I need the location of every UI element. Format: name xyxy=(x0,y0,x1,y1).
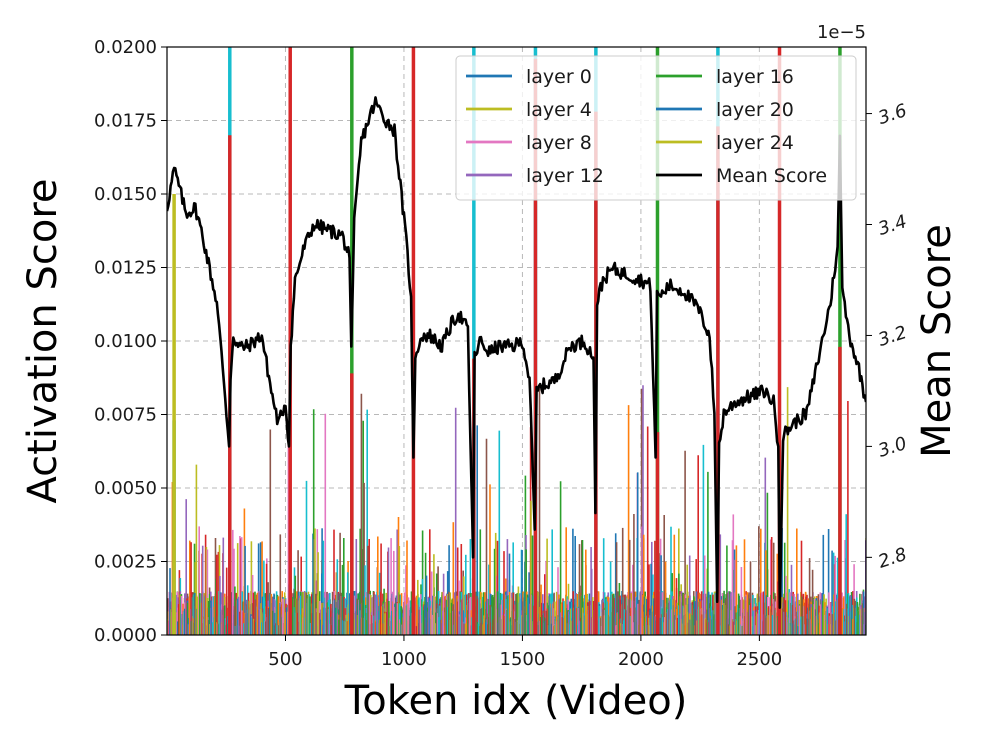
right-tick-label: 3.4 xyxy=(876,211,910,240)
left-tick-label: 0.0050 xyxy=(94,478,157,499)
x-tick-label: 500 xyxy=(268,649,302,670)
right-axis-offset: 1e−5 xyxy=(817,22,866,43)
left-tick-label: 0.0100 xyxy=(94,331,157,352)
left-axis-label: Activation Score xyxy=(20,179,66,504)
legend-label: layer 4 xyxy=(526,99,592,121)
legend-label: layer 16 xyxy=(716,66,794,88)
right-axis-label: Mean Score xyxy=(914,224,960,458)
legend-box xyxy=(455,55,857,201)
right-tick-label: 3.0 xyxy=(876,433,910,462)
x-tick-label: 1500 xyxy=(500,649,546,670)
mean-score-line xyxy=(167,96,866,609)
left-tick-label: 0.0125 xyxy=(94,258,157,279)
legend-label: layer 0 xyxy=(526,66,592,88)
left-tick-label: 0.0200 xyxy=(94,37,157,58)
right-axis-ticks: 2.8 3.0 3.2 3.4 3.6 xyxy=(866,100,909,573)
right-tick-label: 2.8 xyxy=(876,544,910,573)
left-tick-label: 0.0025 xyxy=(94,552,157,573)
right-tick-label: 3.2 xyxy=(876,322,910,351)
x-tick-label: 2000 xyxy=(618,649,664,670)
legend-label: Mean Score xyxy=(716,165,827,187)
left-tick-label: 0.0175 xyxy=(94,111,157,132)
legend-label: layer 8 xyxy=(526,132,592,154)
legend-label: layer 20 xyxy=(716,99,794,121)
x-axis-label: Token idx (Video) xyxy=(344,678,688,724)
legend: layer 0 layer 4 layer 8 layer 12 layer 16 lay… xyxy=(455,55,857,201)
x-tick-label: 1000 xyxy=(381,649,427,670)
legend-label: layer 12 xyxy=(526,165,604,187)
mean-score-series xyxy=(167,96,866,609)
left-tick-label: 0.0150 xyxy=(94,184,157,205)
legend-label: layer 24 xyxy=(716,132,794,154)
left-tick-label: 0.0075 xyxy=(94,405,157,426)
left-axis-ticks: 0.0000 0.0025 0.0050 0.0075 0.0100 0.0125 0.01… xyxy=(94,37,167,646)
left-tick-label: 0.0000 xyxy=(94,625,157,646)
right-tick-label: 3.6 xyxy=(876,100,910,129)
x-axis-ticks: 500 1000 1500 2000 2500 xyxy=(268,635,782,670)
x-tick-label: 2500 xyxy=(736,649,782,670)
